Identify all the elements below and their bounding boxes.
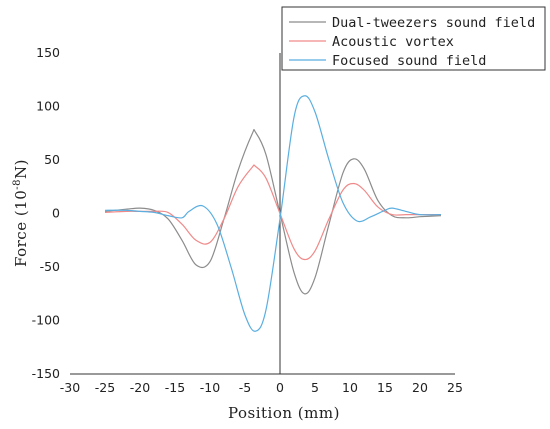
x-tick-label: 10 [342,380,358,395]
y-axis-title-exponent: -8 [12,179,23,190]
x-tick-label: -30 [60,380,80,395]
y-axis-title-main: Force (10 [12,190,30,267]
x-tick-labels: -30 -25 -20 -15 -10 -5 0 5 10 15 20 25 [60,380,463,395]
y-tick-labels: -150 -100 -50 0 50 100 150 [32,45,60,381]
x-tick-label: 25 [447,380,463,395]
x-tick-label: 15 [377,380,393,395]
x-tick-label: 0 [276,380,284,395]
legend: Dual-tweezers sound field Acoustic vortex… [281,6,546,71]
y-tick-label: 50 [44,152,60,167]
legend-label: Acoustic vortex [332,34,454,50]
x-tick-label: -25 [95,380,115,395]
series-lines [104,95,442,332]
legend-label: Focused sound field [332,53,486,69]
x-tick-label: 20 [412,380,428,395]
x-tick-label: 5 [311,380,319,395]
y-tick-label: 150 [36,45,60,60]
y-tick-label: -50 [40,259,60,274]
x-tick-label: -15 [165,380,185,395]
axes [70,53,455,375]
y-tick-label: -100 [32,313,60,328]
legend-label: Dual-tweezers sound field [332,15,535,31]
x-tick-label: -5 [239,380,251,395]
y-tick-label: 100 [36,99,60,114]
y-axis-title-unit: N) [12,159,30,179]
series-line-2 [104,164,442,261]
y-tick-label: 0 [52,206,60,221]
x-tick-label: -20 [130,380,150,395]
y-tick-label: -150 [32,366,60,381]
x-tick-label: -10 [200,380,220,395]
x-axis-title: Position (mm) [228,404,340,422]
series-line-1 [104,128,442,295]
y-axis-title: Force (10-8N) [12,159,30,267]
svg-text:Force (10-8N): Force (10-8N) [12,159,30,267]
series-line-3 [104,95,442,332]
